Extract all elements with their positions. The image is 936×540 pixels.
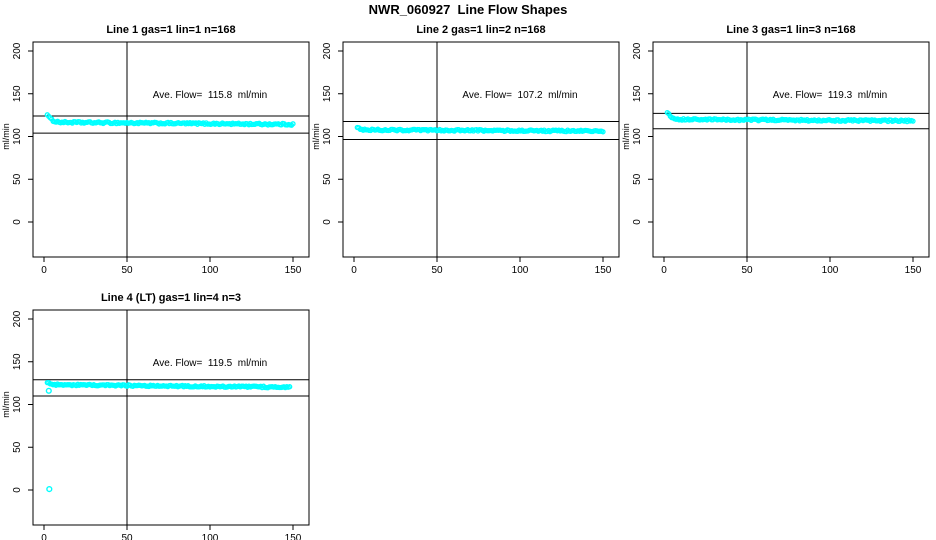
y-tick-label: 0	[12, 219, 23, 225]
plot-box	[652, 41, 930, 258]
flow-outlier-point	[46, 486, 53, 493]
plot-box	[342, 41, 620, 258]
plot-box	[32, 309, 310, 526]
panel-line-4-title: Line 4 (LT) gas=1 lin=4 n=3	[100, 292, 242, 304]
y-tick-label: 50	[632, 173, 643, 185]
panel-line-1-ave-flow-label: Ave. Flow= 115.8 ml/min	[152, 90, 268, 101]
x-tick-label: 100	[512, 265, 529, 276]
flow-points	[44, 379, 293, 493]
flow-point	[290, 121, 296, 127]
x-tick-label: 100	[202, 265, 219, 276]
panel-line-4: 0 50 100 150 200 ml/min 0 50 100 150 Line 4 (LT) …	[0, 282, 316, 540]
panel-line-3-title: Line 3 gas=1 lin=3 n=168	[726, 24, 856, 36]
y-tick-label: 0	[12, 487, 23, 493]
x-tick-label: 0	[661, 265, 667, 276]
flow-point	[600, 129, 606, 135]
y-tick-label: 50	[12, 173, 23, 185]
panel-line-2-ave-flow-label: Ave. Flow= 107.2 ml/min	[462, 90, 578, 101]
y-tick-label: 150	[322, 85, 333, 102]
flow-point	[287, 384, 293, 390]
x-tick-label: 0	[41, 265, 47, 276]
y-tick-label: 100	[12, 396, 23, 413]
y-tick-label: 50	[322, 173, 333, 185]
x-tick-label: 50	[121, 533, 133, 540]
y-tick-label: 200	[322, 42, 333, 59]
y-axis: 0 50 100 150 200 ml/min	[1, 310, 33, 493]
x-tick-label: 0	[351, 265, 357, 276]
x-axis: 0 50 100 150	[41, 257, 302, 276]
y-axis-title: ml/min	[311, 123, 321, 150]
x-axis: 0 50 100 150	[351, 257, 612, 276]
x-tick-label: 150	[905, 265, 922, 276]
x-axis: 0 50 100 150	[41, 525, 302, 540]
y-tick-label: 0	[322, 219, 333, 225]
flow-point	[910, 118, 916, 124]
y-axis-title: ml/min	[621, 123, 631, 150]
y-axis: 0 50 100 150 200 ml/min	[1, 42, 33, 225]
y-tick-label: 200	[12, 42, 23, 59]
y-tick-label: 150	[632, 85, 643, 102]
x-axis: 0 50 100 150	[661, 257, 922, 276]
panel-line-1: 0 50 100 150 200 ml/min 0 50 100 150 Line 1 gas=1…	[0, 14, 316, 276]
y-axis-title: ml/min	[1, 123, 11, 150]
panel-line-2-plot: 0 50 100 150 200 ml/min 0 50 100 150	[311, 41, 620, 276]
x-tick-label: 50	[431, 265, 443, 276]
x-tick-label: 0	[41, 533, 47, 540]
panel-line-1-plot: 0 50 100 150 200 ml/min 0 50 100 150	[1, 41, 310, 276]
plot-box	[32, 41, 310, 258]
x-tick-label: 100	[822, 265, 839, 276]
panel-line-4-ave-flow-label: Ave. Flow= 119.5 ml/min	[152, 358, 268, 369]
flow-points	[44, 112, 296, 128]
panel-line-4-plot: 0 50 100 150 200 ml/min 0 50 100 150	[1, 309, 310, 540]
y-axis: 0 50 100 150 200 ml/min	[311, 42, 343, 225]
y-tick-label: 100	[632, 128, 643, 145]
figure-title: NWR_060927 Line Flow Shapes	[368, 2, 568, 17]
y-axis-title: ml/min	[1, 391, 11, 418]
panel-line-1-title: Line 1 gas=1 lin=1 n=168	[106, 24, 236, 36]
flow-points	[354, 124, 606, 135]
y-tick-label: 100	[12, 128, 23, 145]
x-tick-label: 50	[741, 265, 753, 276]
y-tick-label: 150	[12, 85, 23, 102]
y-tick-label: 150	[12, 353, 23, 370]
panel-line-3-plot: 0 50 100 150 200 ml/min 0 50 100 150	[621, 41, 930, 276]
y-tick-label: 50	[12, 441, 23, 453]
y-tick-label: 200	[632, 42, 643, 59]
x-tick-label: 150	[595, 265, 612, 276]
x-tick-label: 50	[121, 265, 133, 276]
y-tick-label: 200	[12, 310, 23, 327]
panel-line-3-ave-flow-label: Ave. Flow= 119.3 ml/min	[772, 90, 888, 101]
flow-outlier-point	[45, 387, 52, 394]
panel-line-3: 0 50 100 150 200 ml/min 0 50 100 150 Line 3 gas=1…	[620, 14, 936, 276]
flow-points	[664, 109, 916, 125]
y-tick-label: 0	[632, 219, 643, 225]
x-tick-label: 150	[285, 533, 302, 540]
x-tick-label: 100	[202, 533, 219, 540]
y-tick-label: 100	[322, 128, 333, 145]
panel-line-2: 0 50 100 150 200 ml/min 0 50 100 150 Line 2 gas=1…	[310, 14, 626, 276]
panel-line-2-title: Line 2 gas=1 lin=2 n=168	[416, 24, 546, 36]
y-axis: 0 50 100 150 200 ml/min	[621, 42, 653, 225]
x-tick-label: 150	[285, 265, 302, 276]
